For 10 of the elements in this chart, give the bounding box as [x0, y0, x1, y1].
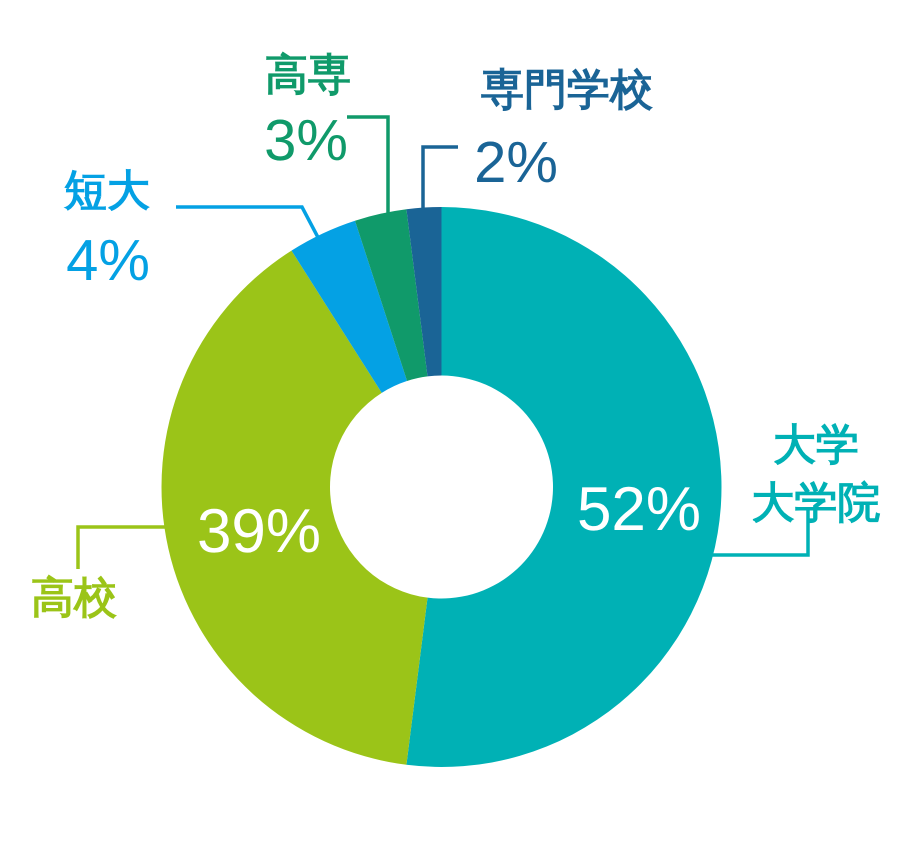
data-label: 52%: [576, 475, 702, 544]
data-label: 3%: [264, 108, 348, 173]
slice-label: 高専: [265, 50, 351, 100]
slice-label: 大学大学院: [752, 420, 880, 528]
slice-label: 専門学校: [481, 65, 654, 115]
slice-label: 高校: [31, 573, 118, 623]
data-label: 39%: [196, 497, 322, 566]
data-label: 2%: [474, 130, 558, 195]
data-label: 4%: [66, 228, 150, 293]
slice-label: 短大: [63, 166, 150, 216]
